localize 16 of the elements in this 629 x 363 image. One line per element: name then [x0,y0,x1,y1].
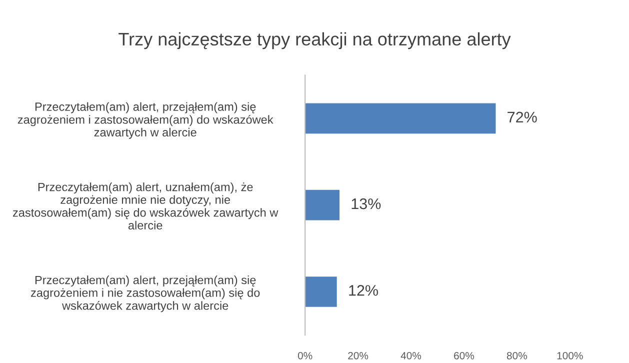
bar [305,190,340,220]
chart-title: Trzy najczęstsze typy reakcji na otrzymane alerty [118,32,511,50]
data-label: 72% [508,112,537,122]
x-tick-label: 40% [400,352,422,360]
y-tick-label: Przeczytałem(am) alert, przejąłem(am) się zagrożeniem i nie zastosowałem(am) się do wskazówek zawartych w alercie [31,276,260,312]
y-tick-label: Przeczytałem(am) alert, uznałem(am), że zagrożenie mnie nie dotyczy, nie zastosowałem(am) się do wskazówek zawartych w alercie [12,182,278,230]
data-label: 13% [352,198,381,210]
x-tick-label: 0% [298,352,312,360]
x-tick-label: 60% [454,352,474,360]
y-tick-label: Przeczytałem(am) alert, przejąłem(am) się zagrożeniem i zastosowałem(am) do wskazówek zawartych w alercie [18,102,274,139]
bar [305,103,496,134]
x-tick-label: 80% [506,352,527,360]
data-label: 12% [349,285,378,296]
x-tick-label: 100% [557,352,583,360]
bar [305,276,337,307]
x-tick-label: 20% [348,352,368,360]
